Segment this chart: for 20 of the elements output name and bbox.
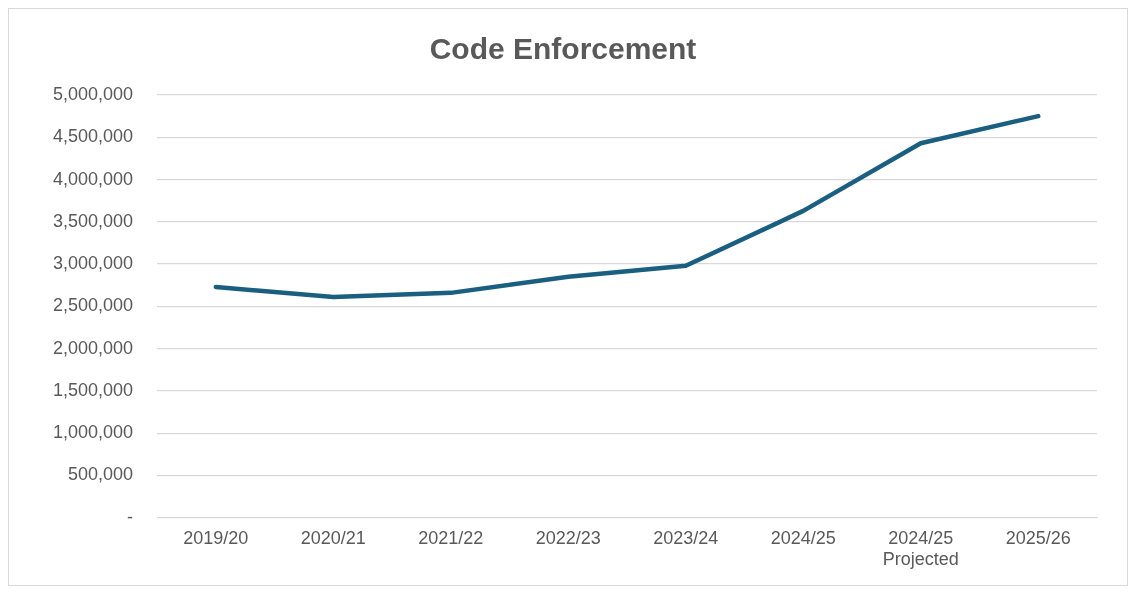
x-tick-label: 2019/20 [183,527,249,548]
x-tick-label: 2022/23 [535,527,601,548]
x-tick-label: 2020/21 [300,527,366,548]
x-tick-label: 2023/24 [653,527,719,548]
x-tick-label: 2024/25 Projected [882,527,959,570]
y-tick-label: 2,000,000 [53,337,134,358]
x-tick-label: 2024/25 [770,527,836,548]
y-tick-label: 500,000 [68,464,134,485]
y-tick-label: 3,500,000 [53,210,134,231]
y-tick-label: 4,500,000 [53,126,134,147]
y-tick-label: - [127,506,134,527]
x-tick-label: 2021/22 [418,527,484,548]
x-tick-label: 2025/26 [1005,527,1071,548]
y-tick-label: 1,000,000 [53,422,134,443]
y-tick-label: 2,500,000 [53,295,134,316]
y-tick-label: 1,500,000 [53,379,134,400]
y-tick-label: 4,000,000 [53,168,134,189]
y-tick-label: 5,000,000 [53,83,134,104]
y-tick-label: 3,000,000 [53,253,134,274]
chart-title: Code Enforcement [429,32,697,66]
